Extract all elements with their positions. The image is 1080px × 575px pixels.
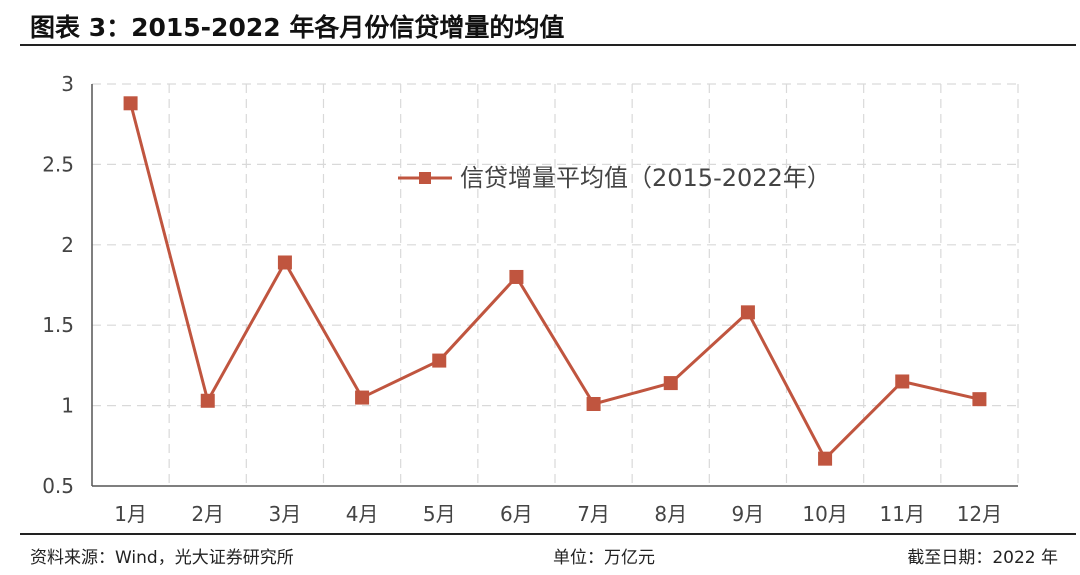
x-tick-label: 5月: [423, 502, 456, 526]
y-tick-label: 1: [61, 394, 74, 418]
axes: [91, 84, 1018, 487]
legend: 信贷增量平均值（2015-2022年）: [398, 164, 831, 192]
data-point-marker: [663, 376, 678, 391]
legend-marker-swatch: [419, 172, 431, 184]
legend-label: 信贷增量平均值（2015-2022年）: [460, 164, 831, 192]
x-tick-label: 9月: [732, 502, 765, 526]
date-note: 截至日期：2022 年: [907, 548, 1058, 568]
data-point-marker: [972, 392, 987, 407]
y-tick-label: 2.5: [42, 152, 74, 176]
data-point-marker: [509, 269, 524, 284]
x-tick-label: 6月: [500, 502, 533, 526]
title-divider: [20, 44, 1076, 46]
y-tick-label: 3: [61, 72, 74, 96]
data-point-marker: [123, 96, 138, 111]
x-tick-label: 8月: [654, 502, 687, 526]
grid-lines: [92, 83, 1019, 486]
chart-title: 图表 3：2015-2022 年各月份信贷增量的均值: [30, 13, 565, 42]
data-point-marker: [586, 396, 601, 411]
footer-divider: [20, 533, 1076, 535]
data-point-marker: [740, 305, 755, 320]
data-point-marker: [818, 451, 833, 466]
data-point-marker: [895, 374, 910, 389]
x-tick-label: 10月: [802, 502, 847, 526]
x-tick-label: 2月: [191, 502, 224, 526]
x-tick-label: 11月: [880, 502, 925, 526]
x-tick-label: 12月: [957, 502, 1002, 526]
series-layer: [123, 96, 987, 466]
x-tick-label: 7月: [577, 502, 610, 526]
x-tick-label: 4月: [346, 502, 379, 526]
data-point-marker: [200, 393, 215, 408]
data-point-marker: [277, 255, 292, 270]
y-tick-label: 2: [61, 233, 74, 257]
x-tick-label: 3月: [269, 502, 302, 526]
unit-note: 单位：万亿元: [553, 548, 655, 568]
y-tick-label: 0.5: [42, 474, 74, 498]
source-note: 资料来源：Wind，光大证券研究所: [30, 548, 294, 568]
y-tick-labels: 0.5 1 1.5 2 2.5 3: [42, 72, 74, 498]
data-point-marker: [355, 390, 370, 405]
x-tick-label: 1月: [114, 502, 147, 526]
y-tick-label: 1.5: [42, 313, 74, 337]
data-point-marker: [432, 353, 447, 368]
series-line: [129, 102, 980, 461]
x-tick-labels: 1月 2月 3月 4月 5月 6月 7月 8月 9月 10月 11月 12月: [114, 502, 1002, 526]
